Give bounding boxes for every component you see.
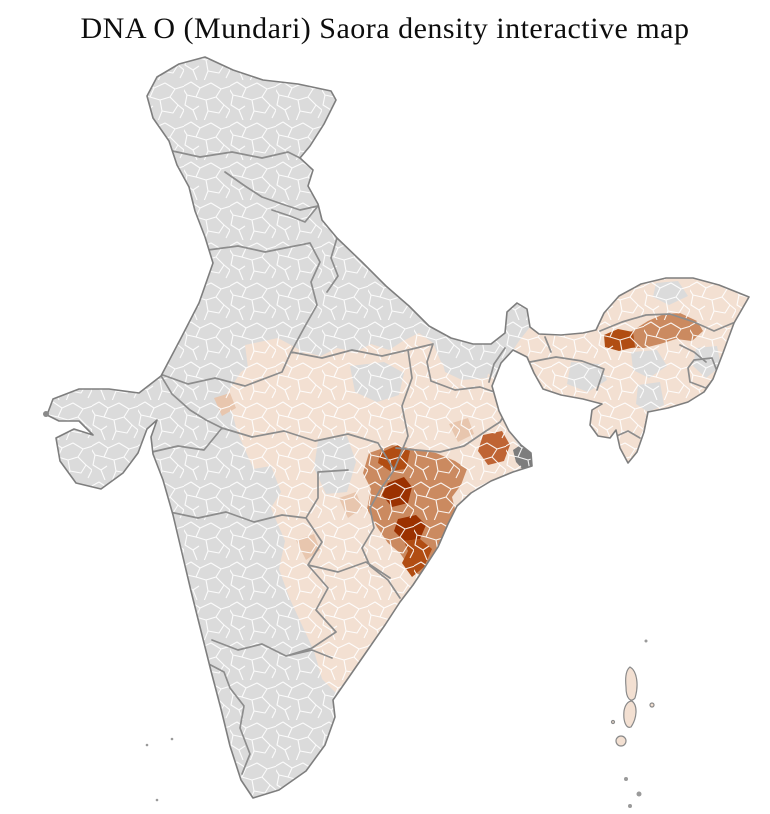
andaman-islands[interactable] [610, 666, 655, 747]
andaman-island[interactable] [623, 700, 637, 728]
district-boundaries-texture [47, 57, 749, 798]
nicobar-islands[interactable] [624, 639, 648, 809]
andaman-island[interactable] [615, 735, 627, 747]
lakshadweep-islet[interactable] [145, 743, 149, 747]
lakshadweep-islet[interactable] [155, 798, 159, 802]
lakshadweep-islands[interactable] [145, 737, 174, 802]
kutch-west-islet[interactable] [43, 411, 49, 417]
nicobar-islet[interactable] [636, 791, 642, 797]
region-kerala-backwaters[interactable] [207, 694, 216, 714]
lakshadweep-islet[interactable] [170, 737, 174, 741]
state-borders [151, 149, 734, 775]
nicobar-islet[interactable] [624, 777, 628, 781]
nicobar-islet[interactable] [628, 804, 632, 808]
nicobar-islet[interactable] [644, 639, 648, 643]
andaman-islet[interactable] [610, 719, 616, 725]
region-low-density-patch[interactable] [428, 580, 450, 602]
andaman-islet[interactable] [649, 702, 655, 708]
andaman-island[interactable] [625, 666, 638, 701]
india-outline [46, 56, 750, 799]
page-title: DNA O (Mundari) Saora density interactiv… [80, 12, 690, 45]
